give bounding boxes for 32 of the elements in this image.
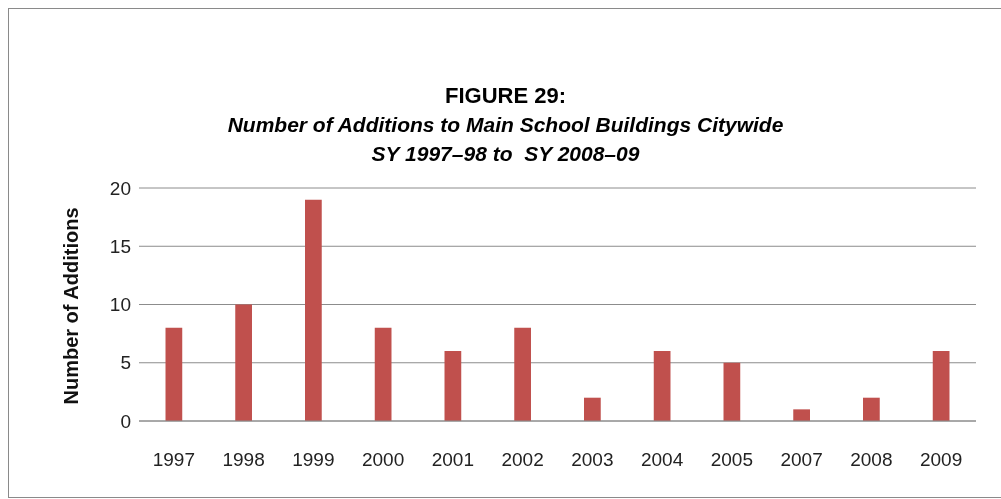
x-tick-label: 2000 [361, 449, 405, 471]
x-tick-label: 1999 [292, 449, 335, 471]
bar [723, 362, 741, 421]
y-tick-label: 0 [120, 410, 131, 432]
bar [653, 351, 671, 421]
x-tick-label: 2007 [780, 449, 823, 471]
bar [374, 327, 392, 421]
bar [165, 327, 183, 421]
y-tick-label: 10 [109, 294, 131, 316]
bar [514, 327, 531, 421]
x-tick-label: 2008 [850, 449, 893, 471]
x-tick-label: 2001 [431, 449, 475, 471]
x-tick-label: 2002 [501, 449, 544, 471]
bar [932, 351, 950, 421]
x-tick-label: 2004 [640, 449, 684, 471]
x-tick-label: 2009 [919, 449, 963, 471]
x-tick-label: 2005 [710, 449, 754, 471]
y-tick-label: 15 [109, 235, 131, 257]
chart-title: FIGURE 29: [444, 82, 567, 110]
bar [305, 199, 322, 421]
bar [444, 351, 462, 421]
x-tick-label: 1998 [222, 449, 265, 471]
x-tick-label: 2003 [571, 449, 614, 471]
bar [793, 409, 810, 421]
y-tick-label: 20 [109, 177, 131, 199]
y-tick-label: 5 [120, 352, 131, 374]
x-tick-label: 1997 [152, 449, 196, 471]
chart-subtitle: Number of Additions to Main School Buildings Citywide SY 1997–98 to SY 2008–09 [226, 112, 785, 167]
bar [584, 397, 601, 421]
bar [235, 304, 252, 421]
bar [863, 397, 880, 421]
y-axis-title: Number of Additions [60, 207, 83, 405]
